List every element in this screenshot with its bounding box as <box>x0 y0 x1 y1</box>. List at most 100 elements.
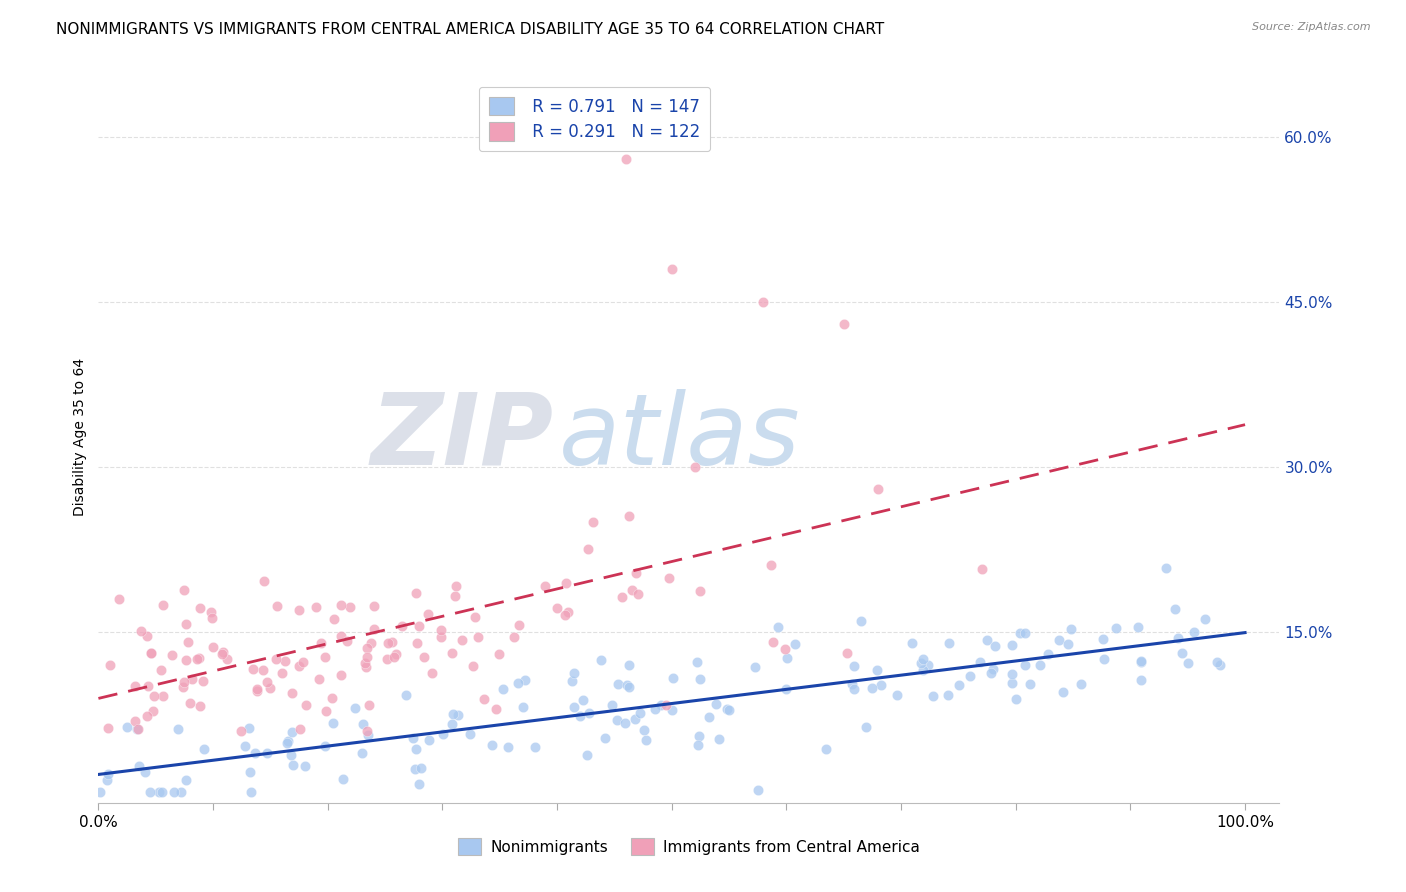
Point <box>359 698 381 712</box>
Point <box>832 318 855 332</box>
Point <box>177 635 200 649</box>
Point <box>430 630 453 644</box>
Text: ZIP: ZIP <box>370 389 553 485</box>
Point <box>240 785 263 799</box>
Point <box>97 766 120 780</box>
Point <box>377 636 399 650</box>
Point <box>785 637 807 651</box>
Point <box>717 704 740 718</box>
Point <box>402 731 425 745</box>
Point <box>441 706 464 721</box>
Point <box>404 762 426 776</box>
Point <box>136 679 159 693</box>
Point <box>354 660 377 674</box>
Point <box>1105 621 1128 635</box>
Point <box>1129 673 1152 687</box>
Point <box>617 509 640 524</box>
Point <box>314 739 336 754</box>
Point <box>356 641 378 656</box>
Point <box>128 759 150 773</box>
Point <box>322 716 344 731</box>
Point <box>1000 675 1022 690</box>
Point <box>259 681 281 696</box>
Point <box>418 607 440 621</box>
Point <box>395 688 418 702</box>
Point <box>886 688 908 702</box>
Point <box>179 696 201 710</box>
Point <box>627 587 650 601</box>
Point <box>1092 651 1115 665</box>
Point <box>235 739 257 754</box>
Point <box>201 640 224 654</box>
Point <box>610 590 633 604</box>
Point <box>689 584 711 599</box>
Point <box>405 742 427 756</box>
Point <box>686 656 709 670</box>
Point <box>747 783 769 797</box>
Point <box>688 729 710 743</box>
Point <box>709 731 731 746</box>
Point <box>1182 624 1205 639</box>
Point <box>1129 654 1152 668</box>
Legend: Nonimmigrants, Immigrants from Central America: Nonimmigrants, Immigrants from Central A… <box>451 832 927 861</box>
Point <box>1014 657 1036 672</box>
Point <box>170 785 193 799</box>
Point <box>534 579 557 593</box>
Point <box>662 671 685 685</box>
Point <box>141 646 163 660</box>
Point <box>127 722 149 736</box>
Point <box>314 649 336 664</box>
Point <box>160 648 183 663</box>
Point <box>294 758 316 772</box>
Point <box>246 682 269 697</box>
Point <box>1070 677 1092 691</box>
Point <box>841 677 863 691</box>
Point <box>329 599 352 613</box>
Point <box>776 651 799 665</box>
Point <box>98 658 121 673</box>
Point <box>461 659 484 673</box>
Point <box>912 663 935 677</box>
Point <box>606 677 628 691</box>
Point <box>849 615 872 629</box>
Point <box>315 704 337 718</box>
Point <box>288 602 311 616</box>
Point <box>576 542 599 557</box>
Point <box>938 636 960 650</box>
Point <box>1014 625 1036 640</box>
Point <box>661 262 683 277</box>
Point <box>1164 602 1187 616</box>
Point <box>619 657 641 672</box>
Point <box>1205 655 1227 669</box>
Point <box>704 697 727 711</box>
Point <box>447 707 470 722</box>
Point <box>1167 632 1189 646</box>
Point <box>1047 633 1070 648</box>
Point <box>288 723 311 737</box>
Point <box>697 710 720 724</box>
Point <box>766 620 789 634</box>
Point <box>624 566 647 581</box>
Point <box>142 704 165 718</box>
Point <box>253 574 276 588</box>
Point <box>512 700 534 714</box>
Point <box>606 713 628 727</box>
Point <box>187 650 209 665</box>
Point <box>245 747 267 761</box>
Point <box>193 742 215 756</box>
Point <box>264 652 287 666</box>
Point <box>1126 620 1149 634</box>
Point <box>866 663 889 677</box>
Point <box>868 483 890 497</box>
Point <box>363 599 385 613</box>
Point <box>773 641 796 656</box>
Point <box>922 689 945 703</box>
Point <box>1130 655 1153 669</box>
Point <box>562 665 585 680</box>
Point <box>976 633 998 648</box>
Point <box>1029 658 1052 673</box>
Point <box>1052 685 1074 699</box>
Point <box>190 699 212 714</box>
Point <box>686 738 709 752</box>
Point <box>280 747 302 762</box>
